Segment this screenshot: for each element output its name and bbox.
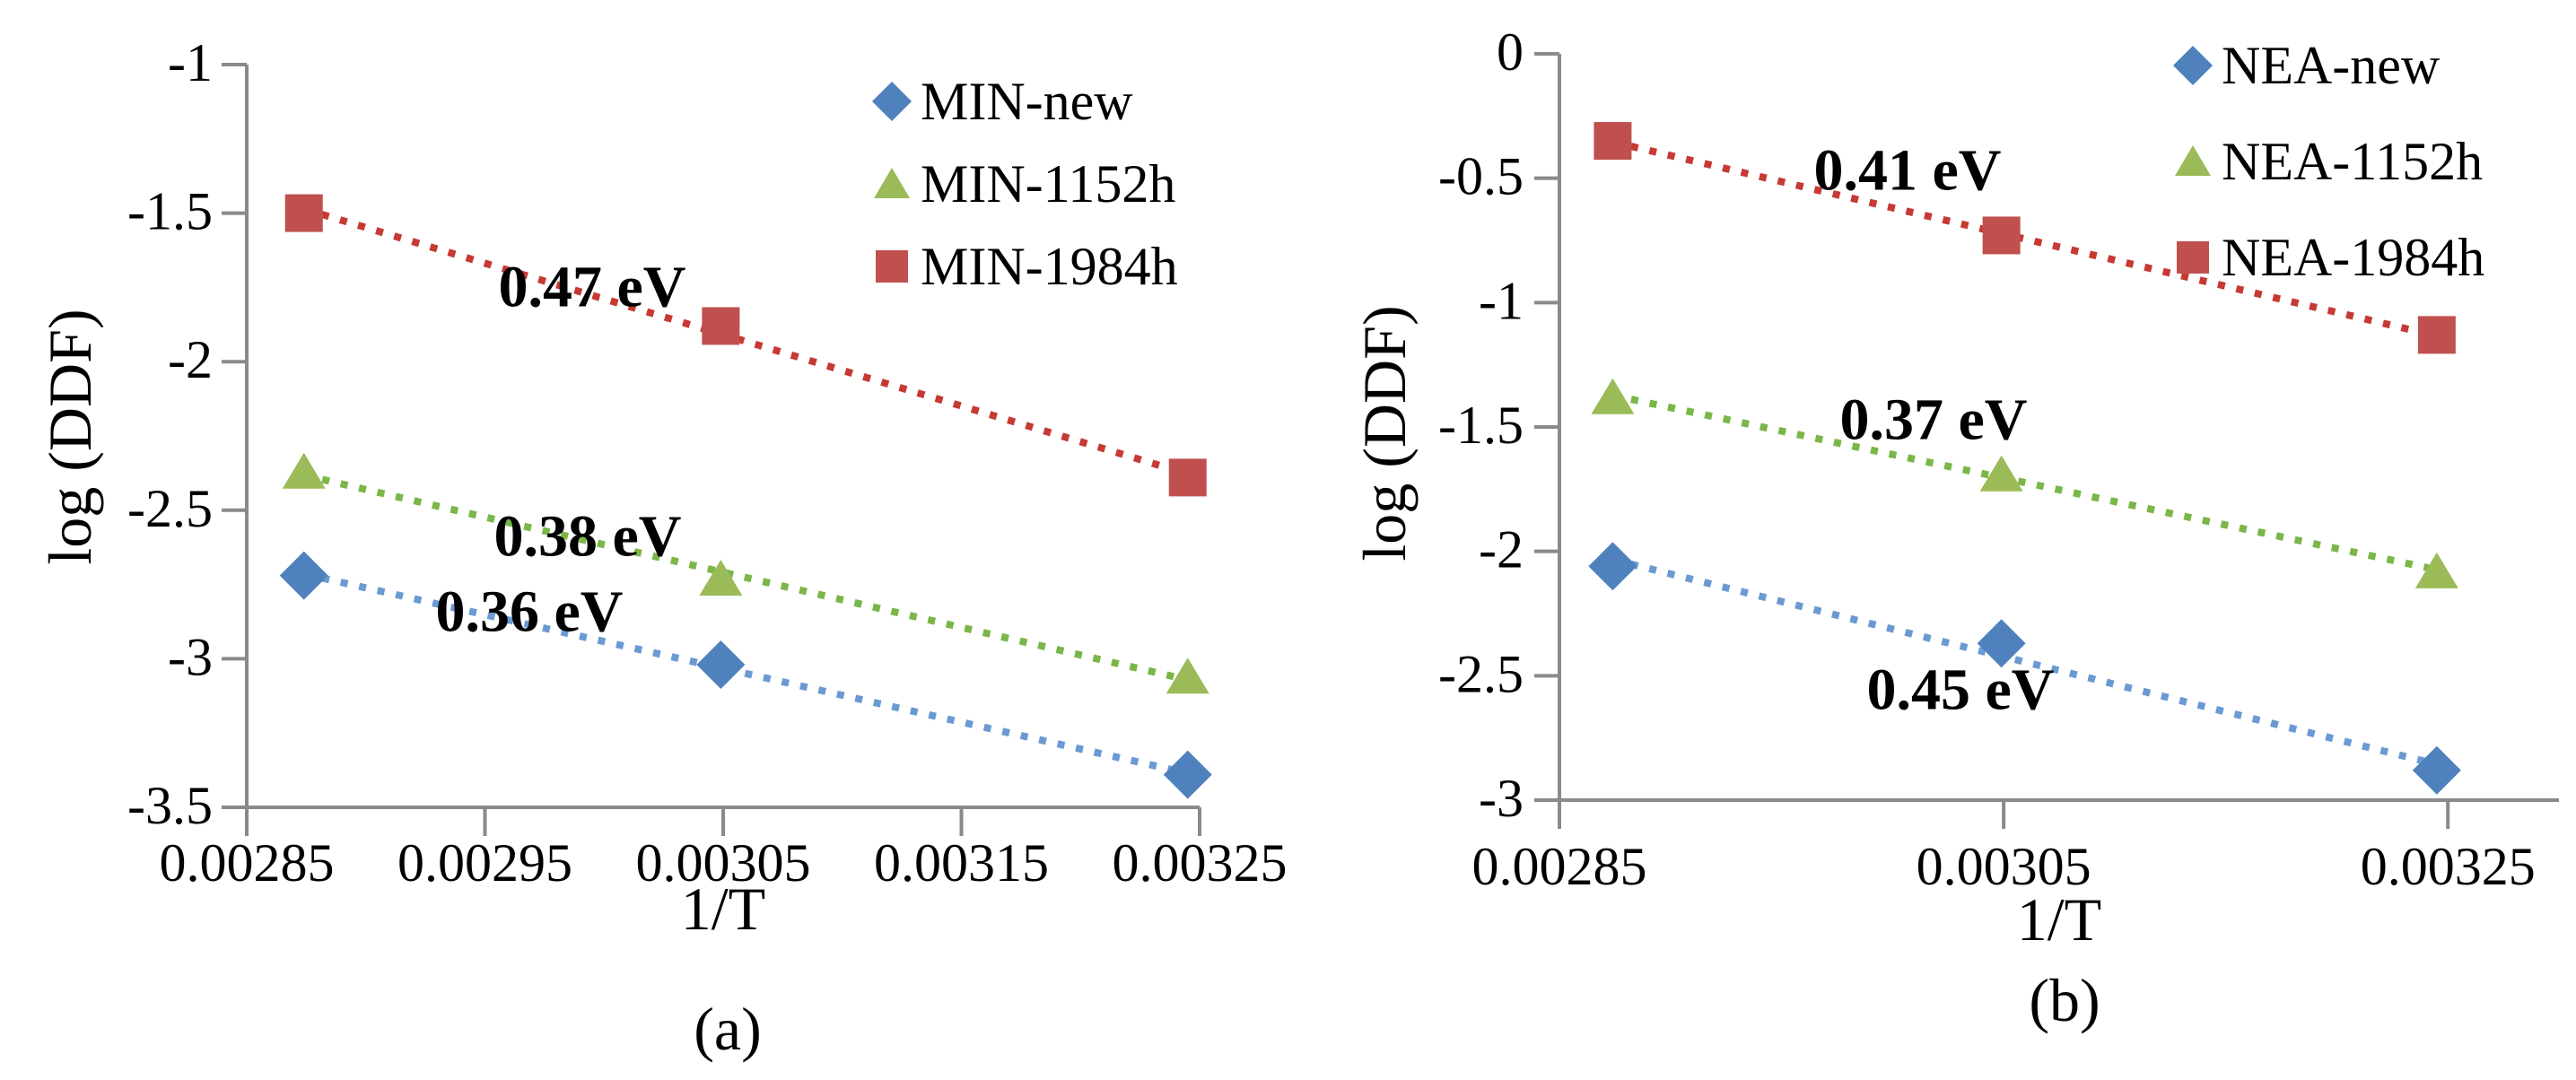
y-ticks: 0 -0.5 -1 -1.5 -2 -2.5 -3: [1438, 22, 1559, 828]
trendline: [302, 570, 1189, 777]
activation-energy-label: 0.36 eV: [436, 579, 624, 645]
y-ticks: -1 -1.5 -2 -2.5 -3 -3.5: [127, 33, 247, 835]
data-point-marker-triangle: [1591, 378, 1635, 414]
activation-energy-label: 0.45 eV: [1867, 658, 2055, 723]
data-point-marker-diamond: [1588, 542, 1637, 591]
activation-energy-label: 0.38 eV: [494, 504, 682, 570]
y-axis-title: log (DDF): [36, 309, 104, 564]
data-point-marker-diamond: [696, 640, 746, 690]
data-point-marker-square: [1594, 122, 1632, 161]
y-tick-label: 0: [1497, 22, 1524, 82]
data-point-marker-triangle: [2414, 552, 2458, 588]
activation-energy-label: 0.41 eV: [1814, 138, 2002, 204]
x-tick-label: 0.00285: [160, 833, 335, 893]
data-point-marker-diamond: [1977, 619, 2026, 668]
series-MIN-1152h: [282, 452, 1209, 694]
x-tick-label: 0.00325: [1113, 833, 1288, 893]
chart-a: -1-1.5-2-2.5-3-3.50.00285 0.00295 0.00305 0…: [36, 33, 1288, 1063]
legend-marker-diamond: [872, 82, 912, 121]
legend-marker-triangle: [874, 168, 910, 198]
series-NEA-1984h: [1594, 122, 2456, 354]
data-point-marker-square: [1168, 458, 1207, 497]
legend-marker-square: [2177, 241, 2209, 274]
data-point-marker-triangle: [699, 559, 743, 596]
data-point-marker-square: [284, 194, 323, 232]
legend-label: NEA-1152h: [2222, 132, 2483, 191]
data-point-marker-diamond: [1163, 750, 1212, 799]
series-MIN-1984h: [284, 194, 1207, 497]
series-MIN-new: [279, 551, 1212, 799]
y-tick-label: -1.5: [127, 182, 213, 241]
y-tick-label: -0.5: [1438, 147, 1524, 206]
chart-b: 0 -0.5 -1 -1.5 -2 -2.5 -3 0.00285 0.00305 0.00325…: [1350, 22, 2559, 1034]
y-tick-label: -3: [1479, 769, 1524, 828]
y-tick-label: -1: [1479, 271, 1524, 330]
legend-label: NEA-1984h: [2222, 228, 2484, 287]
y-tick-label: -2: [1479, 520, 1524, 579]
legend-item: NEA-1984h: [2177, 228, 2484, 287]
data-point-marker-diamond: [2412, 745, 2461, 795]
data-point-marker-square: [1982, 216, 2021, 255]
data-point-marker-square: [2417, 316, 2456, 354]
chart-caption: (b): [2029, 966, 2100, 1034]
y-tick-label: -2.5: [1438, 644, 1524, 703]
legend: NEA-new NEA-1152h NEA-1984h: [2173, 36, 2484, 287]
legend-item: NEA-1152h: [2175, 132, 2483, 191]
data-point-marker-square: [702, 307, 740, 345]
trendline: [302, 471, 1189, 684]
y-tick-label: -1.5: [1438, 396, 1524, 455]
legend-marker-square: [876, 250, 908, 283]
activation-energy-label: 0.37 eV: [1840, 388, 2028, 453]
chart-caption: (a): [694, 995, 761, 1063]
legend-item: MIN-1152h: [874, 154, 1175, 213]
x-ticks: 0.00285 0.00305 0.00325: [1472, 800, 2536, 896]
x-tick-label: 0.00305: [1917, 837, 2091, 896]
x-tick-label: 0.00285: [1472, 837, 1647, 896]
legend-label: NEA-new: [2222, 36, 2441, 95]
trendline: [302, 205, 1189, 478]
y-tick-label: -1: [168, 33, 213, 92]
x-ticks: 0.00285 0.00295 0.00305 0.00315 0.00325: [160, 807, 1288, 893]
y-tick-label: -3: [168, 627, 213, 686]
y-tick-label: -2.5: [127, 479, 213, 538]
y-tick-label: -2: [168, 330, 213, 389]
data-point-marker-triangle: [1979, 455, 2023, 492]
x-tick-label: 0.00305: [636, 833, 811, 893]
data-point-marker-diamond: [279, 551, 328, 600]
legend-label: MIN-1984h: [921, 237, 1178, 296]
data-point-marker-triangle: [282, 452, 326, 489]
legend-label: MIN-new: [921, 72, 1133, 131]
data-point-marker-triangle: [1166, 658, 1209, 694]
legend-item: MIN-1984h: [876, 237, 1178, 296]
legend-item: MIN-new: [872, 72, 1133, 131]
activation-energy-label: 0.47 eV: [499, 255, 686, 320]
legend-label: MIN-1152h: [921, 154, 1175, 213]
legend-item: NEA-new: [2173, 36, 2441, 95]
x-axis-title: 1/T: [681, 875, 765, 943]
legend: MIN-new MIN-1152h MIN-1984h: [872, 72, 1178, 296]
series-NEA-1152h: [1591, 378, 2458, 588]
legend-marker-diamond: [2173, 46, 2213, 85]
y-axis-title: log (DDF): [1350, 305, 1419, 561]
x-tick-label: 0.00325: [2361, 837, 2536, 896]
legend-marker-triangle: [2175, 145, 2211, 176]
x-tick-label: 0.00315: [874, 833, 1049, 893]
x-axis-title: 1/T: [2017, 885, 2101, 954]
trendline: [1611, 391, 2438, 574]
x-tick-label: 0.00295: [397, 833, 572, 893]
y-tick-label: -3.5: [127, 776, 213, 835]
series-NEA-new: [1588, 542, 2461, 795]
